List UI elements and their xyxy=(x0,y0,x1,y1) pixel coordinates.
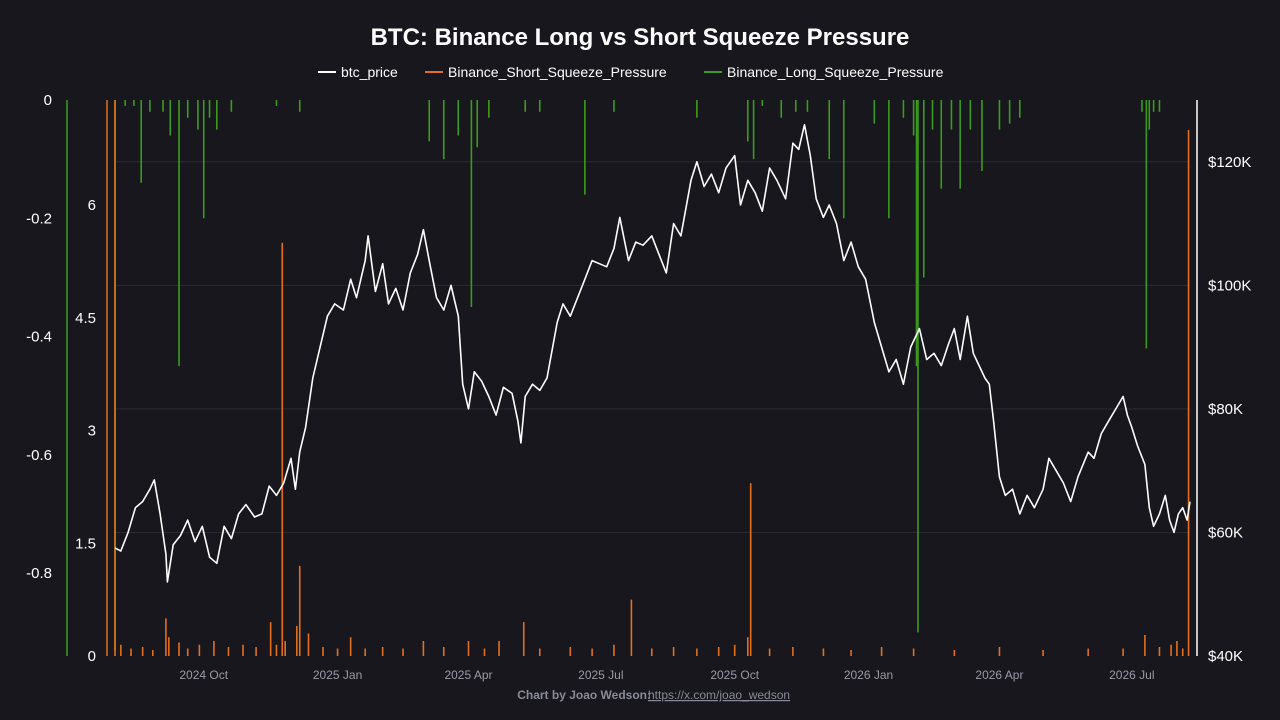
left-long-tick-label: -0.8 xyxy=(26,565,52,582)
left-long-tick-label: 0 xyxy=(44,92,52,109)
left-short-tick-label: 3 xyxy=(88,423,96,440)
right-price-tick-label: $60K xyxy=(1208,524,1243,541)
right-price-tick-label: $100K xyxy=(1208,277,1251,294)
btc-price-line xyxy=(114,123,1191,583)
left-short-tick-label: 4.5 xyxy=(75,310,96,327)
left-short-tick-label: 0 xyxy=(88,648,96,665)
x-tick-label: 2024 Oct xyxy=(179,668,228,682)
x-tick-label: 2025 Jan xyxy=(313,668,362,682)
credit-prefix: Chart by Joao Wedson: xyxy=(517,688,651,702)
x-tick-label: 2026 Jan xyxy=(844,668,893,682)
legend-label-long-squeeze: Binance_Long_Squeeze_Pressure xyxy=(727,64,944,80)
right-price-tick-label: $80K xyxy=(1208,401,1243,418)
left-short-tick-label: 1.5 xyxy=(75,535,96,552)
x-tick-label: 2026 Apr xyxy=(975,668,1023,682)
x-tick-label: 2026 Jul xyxy=(1109,668,1154,682)
credit-link[interactable]: https://x.com/joao_wedson xyxy=(648,688,790,702)
left-long-tick-label: -0.2 xyxy=(26,210,52,227)
btc-price-series xyxy=(114,123,1191,583)
short-squeeze-series xyxy=(114,100,1190,656)
credit-author: Chart by Joao Wedson: xyxy=(517,688,651,702)
left-short-tick-label: 6 xyxy=(88,197,96,214)
legend-label-btc-price: btc_price xyxy=(341,64,398,80)
grid xyxy=(115,161,1190,533)
left-long-tick-label: -0.4 xyxy=(26,329,52,346)
x-tick-label: 2025 Apr xyxy=(444,668,492,682)
legend: btc_price Binance_Short_Squeeze_Pressure… xyxy=(318,64,944,80)
left-long-tick-label: -0.6 xyxy=(26,447,52,464)
x-tick-label: 2025 Oct xyxy=(710,668,759,682)
legend-label-short-squeeze: Binance_Short_Squeeze_Pressure xyxy=(448,64,667,80)
chart-title: BTC: Binance Long vs Short Squeeze Press… xyxy=(371,24,910,51)
right-price-tick-label: $40K xyxy=(1208,648,1243,665)
long-squeeze-series xyxy=(114,100,1161,651)
x-tick-label: 2025 Jul xyxy=(578,668,623,682)
axes: 0 -0.2 -0.4 -0.6 -0.8 6 4.5 3 1.5 0 $120K $100K $80K… xyxy=(26,92,1251,682)
right-price-tick-label: $120K xyxy=(1208,154,1251,171)
